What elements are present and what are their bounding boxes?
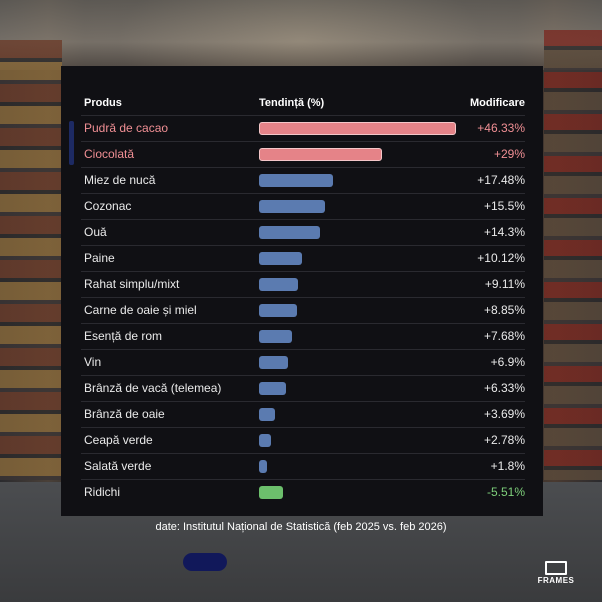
product-name: Ceapă verde bbox=[84, 433, 153, 447]
change-value: +1.8% bbox=[490, 459, 525, 473]
trend-bar bbox=[259, 200, 325, 213]
change-value: +7.68% bbox=[483, 329, 525, 343]
table-row: Brânză de vacă (telemea) +6.33% bbox=[81, 375, 525, 402]
trend-bar bbox=[259, 356, 289, 369]
table-row: Esență de rom +7.68% bbox=[81, 323, 525, 350]
table-row: Brânză de oaie +3.69% bbox=[81, 401, 525, 428]
product-name: Ridichi bbox=[84, 485, 121, 499]
table-row: Pudră de cacao +46.33% bbox=[81, 115, 525, 142]
table-row: Carne de oaie și miel +8.85% bbox=[81, 297, 525, 324]
background-shelf-left bbox=[0, 40, 62, 480]
product-name: Cozonac bbox=[84, 199, 132, 213]
table-row: Ceapă verde +2.78% bbox=[81, 427, 525, 454]
product-name: Salată verde bbox=[84, 459, 152, 473]
change-value: +2.78% bbox=[483, 433, 525, 447]
highlight-accent bbox=[69, 121, 74, 165]
change-value: +46.33% bbox=[477, 121, 525, 135]
trend-bar bbox=[259, 382, 286, 395]
product-name: Pudră de cacao bbox=[84, 121, 169, 135]
change-value: +14.3% bbox=[483, 225, 525, 239]
change-value: +10.12% bbox=[477, 251, 525, 265]
trend-bar bbox=[259, 122, 456, 135]
product-name: Paine bbox=[84, 251, 115, 265]
table-row: Ouă +14.3% bbox=[81, 219, 525, 246]
trend-bar bbox=[259, 486, 283, 499]
table-row: Miez de nucă +17.48% bbox=[81, 167, 525, 194]
trend-bar bbox=[259, 304, 297, 317]
product-name: Vin bbox=[84, 355, 102, 369]
product-name: Brânză de oaie bbox=[84, 407, 165, 421]
header-product: Produs bbox=[84, 97, 122, 109]
table-row: Rahat simplu/mixt +9.11% bbox=[81, 271, 525, 298]
header-change: Modificare bbox=[469, 97, 525, 109]
change-value: +3.69% bbox=[483, 407, 525, 421]
trend-bar bbox=[259, 252, 303, 265]
background-shelf-right bbox=[544, 30, 602, 480]
trend-bar bbox=[259, 278, 298, 291]
chart-panel: Produs Tendință (%) Modificare Pudră de … bbox=[61, 66, 543, 571]
change-value: -5.51% bbox=[486, 485, 525, 499]
product-name: Miez de nucă bbox=[84, 173, 156, 187]
product-name: Rahat simplu/mixt bbox=[84, 277, 180, 291]
trend-bar bbox=[259, 330, 292, 343]
product-name: Ciocolată bbox=[84, 147, 135, 161]
change-value: +6.33% bbox=[483, 381, 525, 395]
change-value: +15.5% bbox=[483, 199, 525, 213]
product-name: Esență de rom bbox=[84, 329, 163, 343]
trend-bar bbox=[259, 434, 271, 447]
redaction-mark bbox=[183, 553, 227, 571]
trend-bar bbox=[259, 174, 334, 187]
change-value: +29% bbox=[493, 147, 525, 161]
product-name: Brânză de vacă (telemea) bbox=[84, 381, 222, 395]
source-caption: date: Institutul Național de Statistică … bbox=[155, 521, 447, 533]
table-header: Produs Tendință (%) Modificare bbox=[61, 97, 543, 111]
change-value: +6.9% bbox=[490, 355, 525, 369]
frames-logo: FRAMES bbox=[537, 561, 575, 585]
background-ceiling bbox=[0, 0, 602, 70]
change-value: +17.48% bbox=[477, 173, 525, 187]
table-row: Vin +6.9% bbox=[81, 349, 525, 376]
table-row: Cozonac +15.5% bbox=[81, 193, 525, 220]
table-row: Paine +10.12% bbox=[81, 245, 525, 272]
logo-text: FRAMES bbox=[537, 576, 575, 585]
product-name: Ouă bbox=[84, 225, 107, 239]
trend-bar bbox=[259, 408, 275, 421]
frame-icon bbox=[545, 561, 567, 575]
trend-bar bbox=[259, 226, 320, 239]
table-row: Salată verde +1.8% bbox=[81, 453, 525, 480]
product-name: Carne de oaie și miel bbox=[84, 303, 197, 317]
header-trend: Tendință (%) bbox=[259, 97, 325, 109]
trend-bar bbox=[259, 460, 267, 473]
table-row: Ridichi -5.51% bbox=[81, 479, 525, 506]
trend-bar bbox=[259, 148, 383, 161]
change-value: +9.11% bbox=[484, 277, 525, 291]
change-value: +8.85% bbox=[483, 303, 525, 317]
table-row: Ciocolată +29% bbox=[81, 141, 525, 168]
